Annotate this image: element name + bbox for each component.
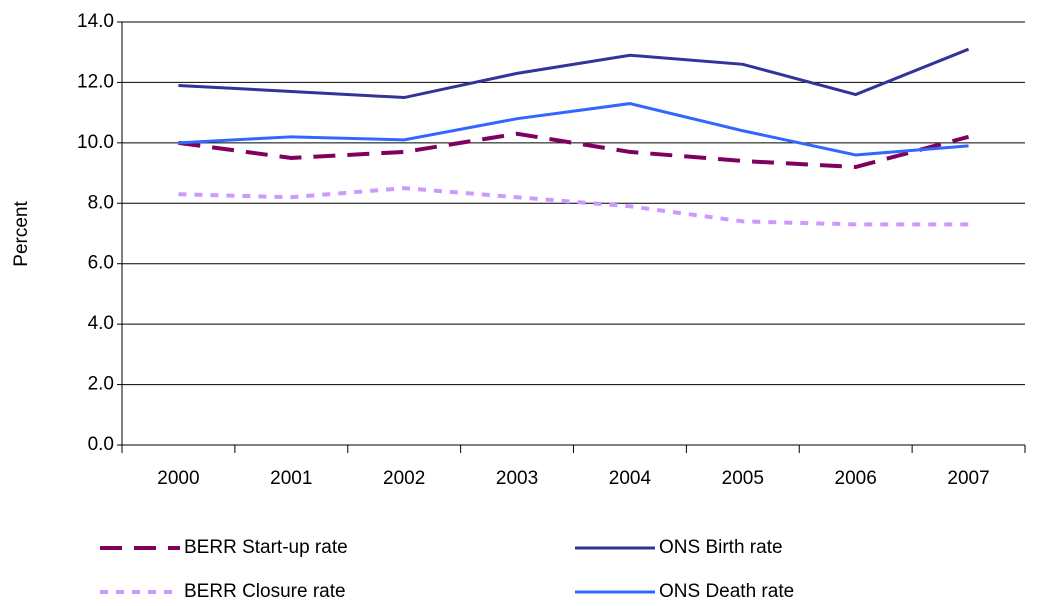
legend-label: ONS Death rate (659, 581, 794, 602)
x-tick-label: 2006 (835, 468, 877, 489)
y-tick-label: 4.0 (88, 313, 114, 334)
y-tick-label: 10.0 (77, 132, 114, 153)
x-tick-label: 2005 (722, 468, 764, 489)
y-tick-label: 0.0 (88, 434, 114, 455)
x-tick-label: 2007 (947, 468, 989, 489)
legend-label: ONS Birth rate (659, 537, 783, 558)
series-line (178, 186, 969, 227)
x-tick-label: 2002 (383, 468, 425, 489)
legend-label: BERR Start-up rate (184, 537, 348, 558)
y-tick-label: 12.0 (77, 71, 114, 92)
series-line (178, 47, 970, 100)
x-tick-label: 2000 (157, 468, 199, 489)
x-tick-label: 2003 (496, 468, 538, 489)
y-axis-label: Percent (11, 201, 32, 267)
y-tick-label: 14.0 (77, 11, 114, 32)
y-tick-label: 6.0 (88, 253, 114, 274)
x-tick-label: 2004 (609, 468, 652, 489)
series-line (178, 131, 970, 170)
x-tick-label: 2001 (270, 468, 312, 489)
y-tick-label: 2.0 (88, 374, 114, 395)
series-line (178, 102, 969, 157)
y-tick-label: 8.0 (88, 192, 114, 213)
legend-label: BERR Closure rate (184, 581, 346, 602)
